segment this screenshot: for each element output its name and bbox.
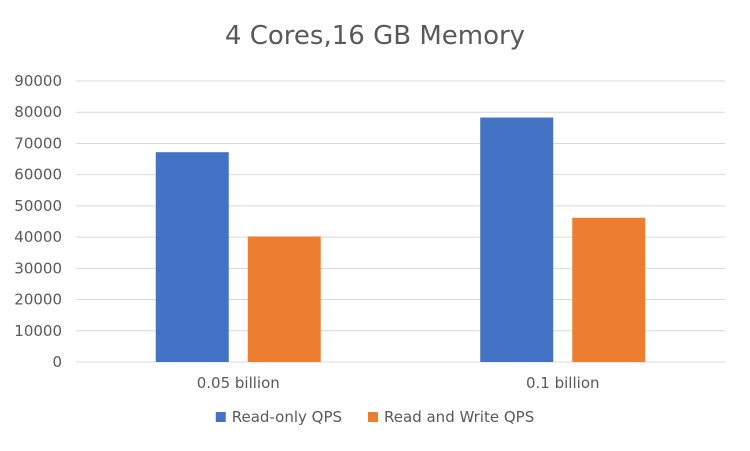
y-tick-label: 40000 [14, 228, 62, 246]
y-tick-label: 80000 [14, 103, 62, 121]
y-tick-label: 90000 [14, 72, 62, 90]
y-tick-label: 70000 [14, 134, 62, 152]
legend: Read-only QPS Read and Write QPS [215, 408, 534, 426]
bar-read-and-write-qps-0 [247, 236, 321, 362]
legend-item: Read and Write QPS [368, 408, 534, 426]
x-category-label: 0.05 billion [197, 374, 280, 392]
bar-read-only-qps-1 [480, 117, 554, 362]
y-tick-label: 50000 [14, 197, 62, 215]
y-tick-label: 30000 [14, 259, 62, 277]
y-tick-label: 10000 [14, 322, 62, 340]
legend-label: Read and Write QPS [384, 408, 534, 426]
bars [155, 117, 646, 362]
legend-swatch [368, 412, 379, 422]
y-axis-ticks: 0 10000 20000 30000 40000 50000 60000 70000 8000… [14, 72, 62, 371]
y-tick-label: 0 [52, 353, 62, 371]
x-category-label: 0.1 billion [526, 374, 600, 392]
legend-item: Read-only QPS [215, 408, 342, 426]
y-tick-label: 60000 [14, 166, 62, 184]
bar-read-only-qps-0 [155, 152, 229, 362]
bar-read-and-write-qps-1 [572, 217, 646, 362]
x-axis-categories: 0.05 billion 0.1 billion [197, 374, 600, 392]
legend-label: Read-only QPS [232, 408, 342, 426]
legend-swatch [215, 412, 226, 422]
y-tick-label: 20000 [14, 291, 62, 309]
chart-title: 4 Cores,16 GB Memory [225, 21, 525, 51]
